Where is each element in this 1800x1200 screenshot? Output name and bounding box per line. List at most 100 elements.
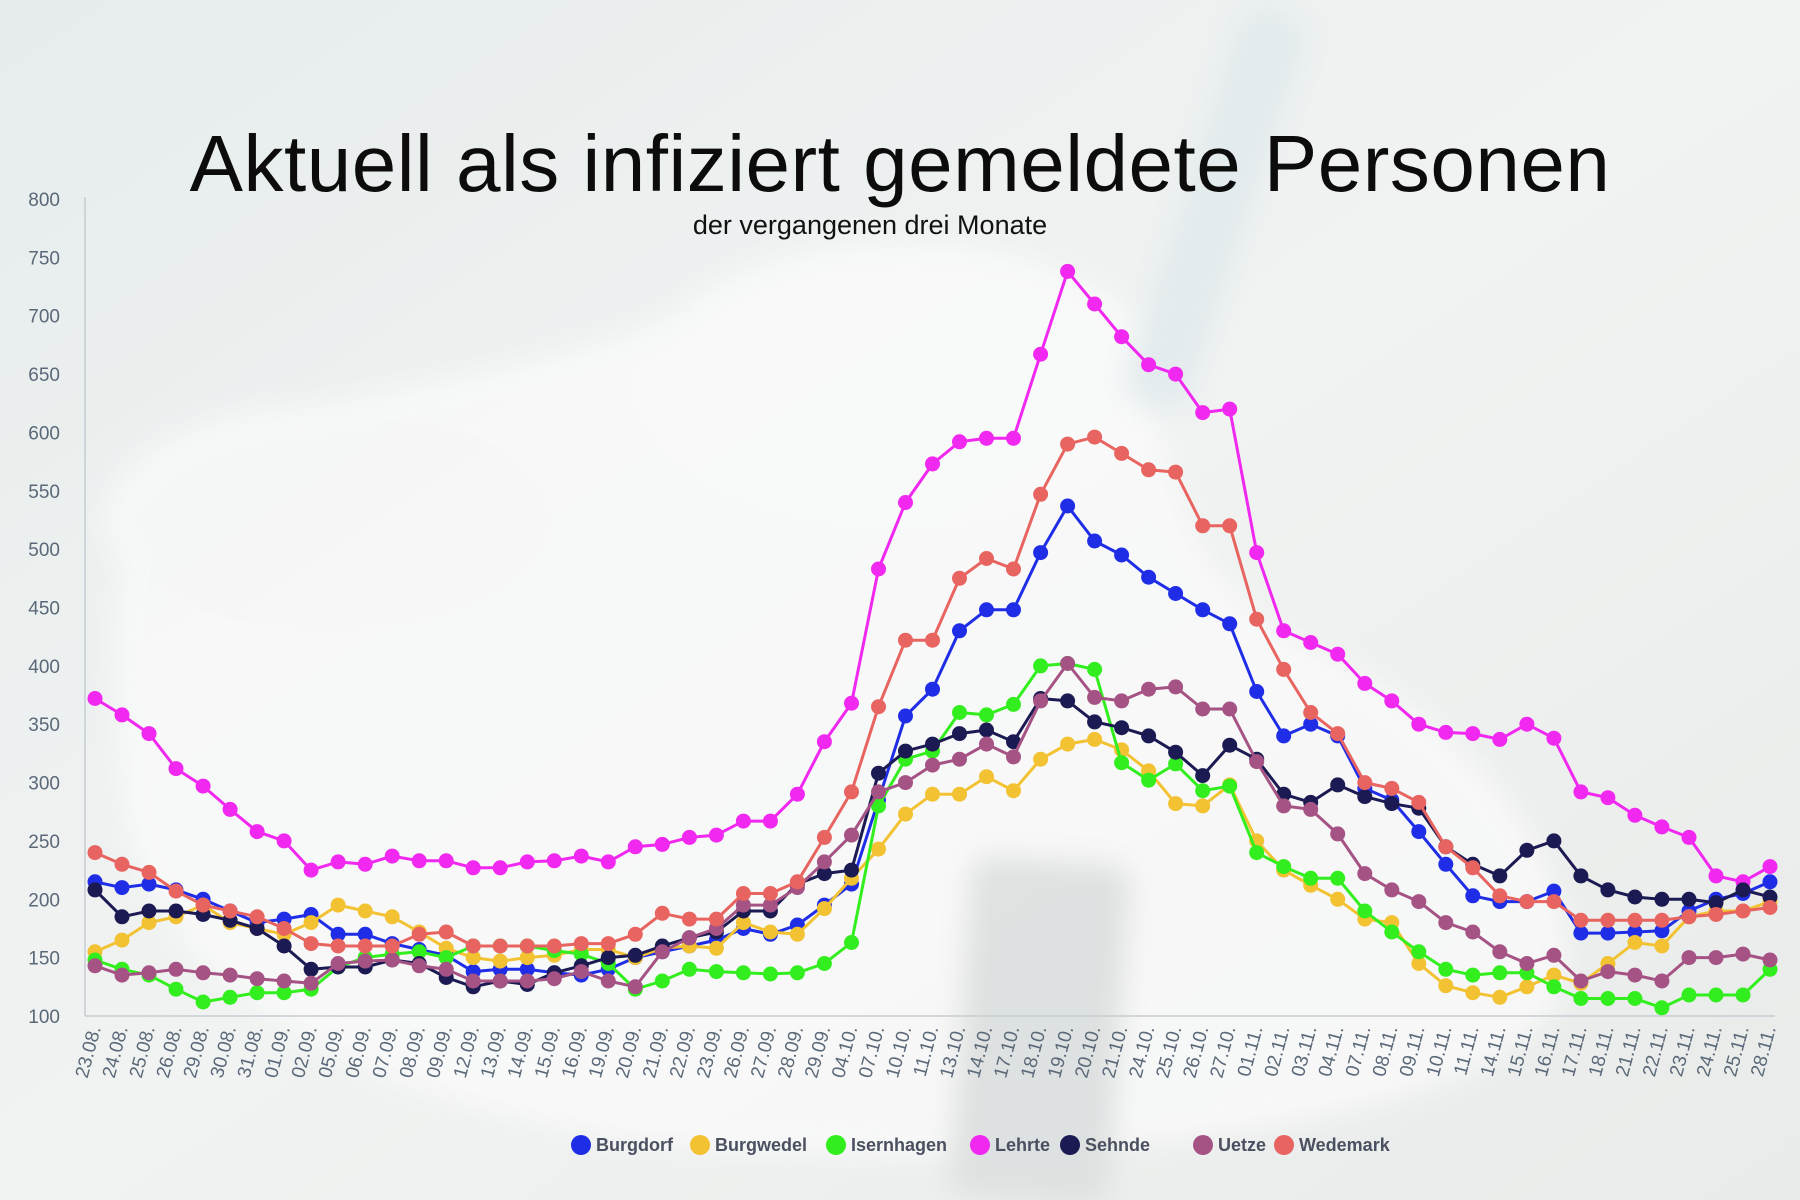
data-point[interactable]: [871, 784, 886, 800]
data-point[interactable]: [1141, 681, 1157, 697]
data-point[interactable]: [708, 964, 724, 980]
data-point[interactable]: [735, 897, 751, 913]
data-point[interactable]: [1276, 661, 1292, 677]
data-point[interactable]: [1276, 728, 1292, 744]
data-point[interactable]: [1060, 498, 1076, 514]
data-point[interactable]: [1411, 794, 1427, 810]
data-point[interactable]: [1546, 883, 1562, 899]
data-point[interactable]: [1384, 796, 1400, 812]
legend-item-burgwedel[interactable]: Burgwedel: [690, 1135, 807, 1155]
data-point[interactable]: [654, 973, 670, 989]
data-point[interactable]: [681, 961, 697, 977]
data-point[interactable]: [1681, 891, 1697, 907]
data-point[interactable]: [438, 961, 454, 977]
data-point[interactable]: [492, 938, 508, 954]
data-point[interactable]: [1222, 616, 1238, 632]
data-point[interactable]: [141, 915, 157, 931]
data-point[interactable]: [168, 903, 184, 919]
data-point[interactable]: [871, 798, 886, 814]
data-point[interactable]: [1762, 874, 1778, 890]
data-point[interactable]: [1357, 789, 1373, 805]
data-point[interactable]: [573, 946, 589, 962]
data-point[interactable]: [1114, 329, 1130, 345]
data-point[interactable]: [1168, 586, 1184, 601]
data-point[interactable]: [1654, 973, 1670, 989]
data-point[interactable]: [1762, 889, 1778, 905]
data-point[interactable]: [708, 940, 724, 956]
data-point[interactable]: [1033, 545, 1049, 561]
data-point[interactable]: [141, 864, 157, 880]
data-point[interactable]: [627, 926, 643, 942]
data-point[interactable]: [979, 430, 994, 446]
data-point[interactable]: [1573, 991, 1589, 1006]
data-point[interactable]: [411, 958, 427, 974]
data-point[interactable]: [1546, 947, 1562, 963]
data-point[interactable]: [87, 958, 103, 974]
data-point[interactable]: [1573, 925, 1589, 941]
data-point[interactable]: [979, 736, 994, 752]
data-point[interactable]: [1411, 956, 1427, 971]
data-point[interactable]: [762, 924, 778, 940]
data-point[interactable]: [816, 829, 832, 845]
data-point[interactable]: [1168, 796, 1184, 812]
data-point[interactable]: [762, 966, 778, 982]
data-point[interactable]: [1222, 701, 1238, 717]
data-point[interactable]: [195, 897, 211, 913]
data-point[interactable]: [114, 856, 130, 872]
data-point[interactable]: [1411, 824, 1427, 840]
data-point[interactable]: [898, 743, 913, 759]
data-point[interactable]: [1492, 965, 1508, 981]
data-point[interactable]: [1006, 602, 1021, 618]
data-point[interactable]: [898, 632, 913, 648]
data-point[interactable]: [1573, 973, 1589, 989]
data-point[interactable]: [816, 734, 832, 750]
data-point[interactable]: [1330, 646, 1346, 662]
data-point[interactable]: [519, 961, 535, 977]
data-point[interactable]: [1168, 756, 1184, 772]
data-point[interactable]: [357, 926, 373, 942]
data-point[interactable]: [844, 827, 859, 843]
data-point[interactable]: [816, 901, 832, 917]
data-point[interactable]: [871, 561, 886, 577]
data-point[interactable]: [654, 836, 670, 852]
data-point[interactable]: [276, 833, 292, 849]
data-point[interactable]: [168, 883, 184, 899]
data-point[interactable]: [952, 434, 967, 450]
data-point[interactable]: [87, 882, 103, 898]
data-point[interactable]: [925, 736, 940, 752]
data-point[interactable]: [1357, 775, 1373, 791]
data-point[interactable]: [1330, 777, 1346, 793]
data-point[interactable]: [195, 994, 211, 1010]
data-point[interactable]: [1681, 829, 1697, 845]
data-point[interactable]: [1438, 915, 1454, 931]
data-point[interactable]: [519, 938, 535, 954]
data-point[interactable]: [1411, 716, 1427, 732]
data-point[interactable]: [249, 971, 265, 987]
data-point[interactable]: [1627, 991, 1643, 1006]
data-point[interactable]: [1492, 989, 1508, 1005]
data-point[interactable]: [1087, 296, 1103, 312]
data-point[interactable]: [1654, 923, 1670, 939]
data-point[interactable]: [654, 905, 670, 921]
data-point[interactable]: [1168, 744, 1184, 760]
data-point[interactable]: [1438, 978, 1454, 994]
data-point[interactable]: [1114, 755, 1130, 771]
legend-item-lehrte[interactable]: Lehrte: [970, 1135, 1050, 1155]
data-point[interactable]: [222, 903, 238, 919]
data-point[interactable]: [925, 757, 940, 773]
data-point[interactable]: [1708, 907, 1724, 922]
data-point[interactable]: [1006, 430, 1021, 446]
data-point[interactable]: [1033, 346, 1049, 362]
data-point[interactable]: [1330, 891, 1346, 907]
data-point[interactable]: [1465, 888, 1481, 904]
data-point[interactable]: [1573, 868, 1589, 884]
data-point[interactable]: [1681, 950, 1697, 966]
data-point[interactable]: [438, 853, 454, 869]
data-point[interactable]: [735, 813, 751, 829]
data-point[interactable]: [925, 681, 940, 697]
data-point[interactable]: [1762, 952, 1778, 968]
data-point[interactable]: [898, 806, 913, 822]
data-point[interactable]: [249, 824, 265, 840]
data-point[interactable]: [627, 979, 643, 995]
data-point[interactable]: [1195, 768, 1211, 784]
